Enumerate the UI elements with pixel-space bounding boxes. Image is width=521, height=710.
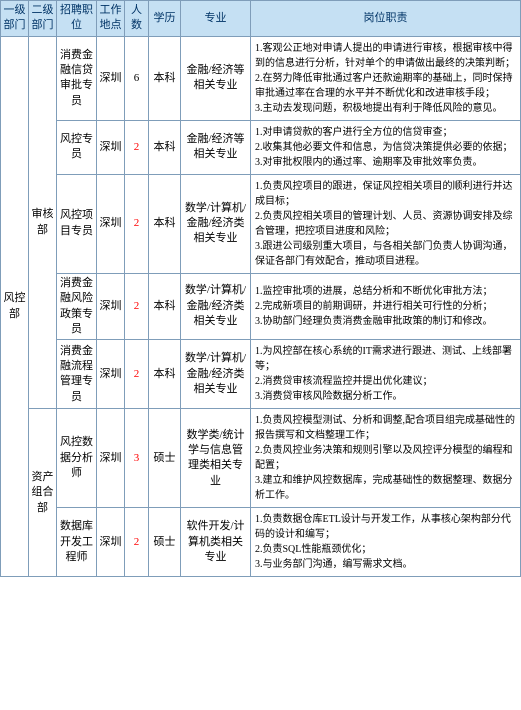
cell-major: 数学/计算机/金融/经济类相关专业 <box>181 340 251 409</box>
table-row: 风控项目专员 深圳 2 本科 数学/计算机/金融/经济类相关专业 1.负责风控项… <box>1 174 521 273</box>
cell-duties: 1.客观公正地对申请人提出的申请进行审核，根据审核中得到的信息进行分析，针对单个… <box>251 36 521 120</box>
cell-edu: 本科 <box>149 340 181 409</box>
cell-count: 2 <box>125 340 149 409</box>
table-row: 数据库开发工程师 深圳 2 硕士 软件开发/计算机类相关专业 1.负责数据仓库E… <box>1 508 521 577</box>
cell-count: 3 <box>125 409 149 508</box>
cell-major: 软件开发/计算机类相关专业 <box>181 508 251 577</box>
cell-location: 深圳 <box>97 273 125 340</box>
cell-duties: 1.监控审批项的进展，总结分析和不断优化审批方法；2.完成新项目的前期调研，并进… <box>251 273 521 340</box>
cell-edu: 本科 <box>149 36 181 120</box>
cell-dept2-audit: 审核部 <box>29 36 57 409</box>
cell-count: 6 <box>125 36 149 120</box>
cell-location: 深圳 <box>97 174 125 273</box>
cell-duties: 1.负责风控项目的跟进，保证风控相关项目的顺利进行并达成目标；2.负责风控相关项… <box>251 174 521 273</box>
th-edu: 学历 <box>149 1 181 37</box>
th-position: 招聘职位 <box>57 1 97 37</box>
cell-dept1: 风控部 <box>1 36 29 577</box>
cell-location: 深圳 <box>97 340 125 409</box>
table-row: 资产组合部 风控数据分析师 深圳 3 硕士 数学类/统计学与信息管理类相关专业 … <box>1 409 521 508</box>
cell-edu: 硕士 <box>149 409 181 508</box>
cell-location: 深圳 <box>97 36 125 120</box>
th-dept1: 一级部门 <box>1 1 29 37</box>
cell-major: 数学/计算机/金融/经济类相关专业 <box>181 174 251 273</box>
th-dept2: 二级部门 <box>29 1 57 37</box>
cell-count: 2 <box>125 174 149 273</box>
header-row: 一级部门 二级部门 招聘职位 工作地点 人数 学历 专业 岗位职责 <box>1 1 521 37</box>
table-row: 消费金融风险政策专员 深圳 2 本科 数学/计算机/金融/经济类相关专业 1.监… <box>1 273 521 340</box>
cell-position: 消费金融风险政策专员 <box>57 273 97 340</box>
cell-edu: 本科 <box>149 174 181 273</box>
cell-duties: 1.对申请贷款的客户进行全方位的信贷审查；2.收集其他必要文件和信息，为信贷决策… <box>251 120 521 174</box>
cell-position: 风控项目专员 <box>57 174 97 273</box>
cell-duties: 1.为风控部在核心系统的IT需求进行跟进、测试、上线部署等；2.消费贷审核流程监… <box>251 340 521 409</box>
cell-count: 2 <box>125 120 149 174</box>
cell-location: 深圳 <box>97 508 125 577</box>
table-row: 消费金融流程管理专员 深圳 2 本科 数学/计算机/金融/经济类相关专业 1.为… <box>1 340 521 409</box>
cell-major: 数学/计算机/金融/经济类相关专业 <box>181 273 251 340</box>
cell-location: 深圳 <box>97 120 125 174</box>
cell-major: 数学类/统计学与信息管理类相关专业 <box>181 409 251 508</box>
cell-position: 风控专员 <box>57 120 97 174</box>
cell-count: 2 <box>125 273 149 340</box>
cell-location: 深圳 <box>97 409 125 508</box>
cell-position: 消费金融信贷审批专员 <box>57 36 97 120</box>
th-major: 专业 <box>181 1 251 37</box>
cell-position: 消费金融流程管理专员 <box>57 340 97 409</box>
cell-position: 风控数据分析师 <box>57 409 97 508</box>
cell-edu: 硕士 <box>149 508 181 577</box>
cell-dept2-asset: 资产组合部 <box>29 409 57 577</box>
cell-edu: 本科 <box>149 120 181 174</box>
table-row: 风控专员 深圳 2 本科 金融/经济等相关专业 1.对申请贷款的客户进行全方位的… <box>1 120 521 174</box>
recruitment-table: 一级部门 二级部门 招聘职位 工作地点 人数 学历 专业 岗位职责 风控部 审核… <box>0 0 521 577</box>
th-duties: 岗位职责 <box>251 1 521 37</box>
cell-edu: 本科 <box>149 273 181 340</box>
cell-position: 数据库开发工程师 <box>57 508 97 577</box>
cell-major: 金融/经济等相关专业 <box>181 120 251 174</box>
cell-duties: 1.负责风控模型测试、分析和调整,配合项目组完成基础性的报告撰写和文档整理工作；… <box>251 409 521 508</box>
th-location: 工作地点 <box>97 1 125 37</box>
cell-count: 2 <box>125 508 149 577</box>
th-count: 人数 <box>125 1 149 37</box>
table-body: 风控部 审核部 消费金融信贷审批专员 深圳 6 本科 金融/经济等相关专业 1.… <box>1 36 521 577</box>
cell-major: 金融/经济等相关专业 <box>181 36 251 120</box>
cell-duties: 1.负责数据仓库ETL设计与开发工作，从事核心架构部分代码的设计和编写；2.负责… <box>251 508 521 577</box>
table-row: 风控部 审核部 消费金融信贷审批专员 深圳 6 本科 金融/经济等相关专业 1.… <box>1 36 521 120</box>
